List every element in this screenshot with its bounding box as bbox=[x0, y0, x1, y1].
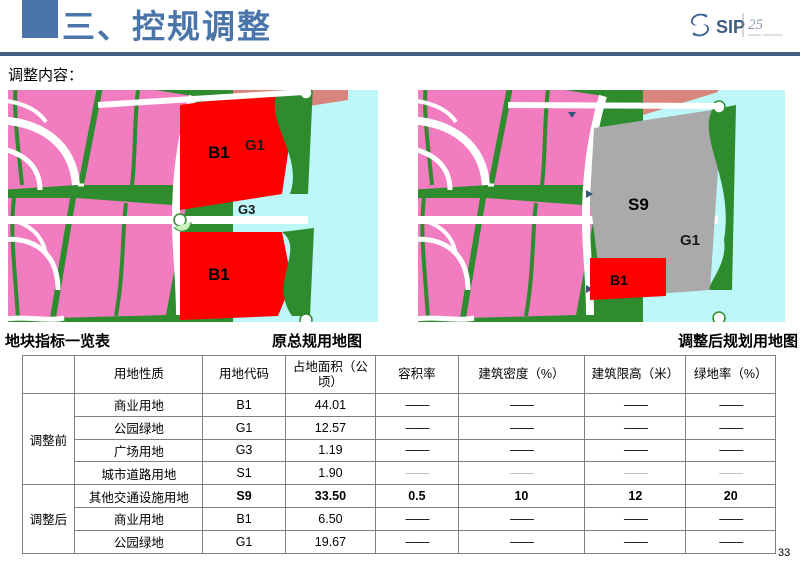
svg-text:B1: B1 bbox=[610, 272, 628, 288]
svg-text:B1: B1 bbox=[208, 265, 230, 284]
svg-text:G1: G1 bbox=[680, 232, 700, 249]
svg-text:SUZHOU INDUSTRIAL: SUZHOU INDUSTRIAL bbox=[748, 33, 783, 37]
svg-text:G1: G1 bbox=[245, 137, 265, 154]
svg-text:B1: B1 bbox=[208, 143, 230, 162]
svg-text:S9: S9 bbox=[628, 195, 649, 214]
svg-text:25: 25 bbox=[748, 17, 764, 33]
svg-text:SIP: SIP bbox=[716, 17, 745, 37]
svg-text:G3: G3 bbox=[238, 202, 255, 217]
